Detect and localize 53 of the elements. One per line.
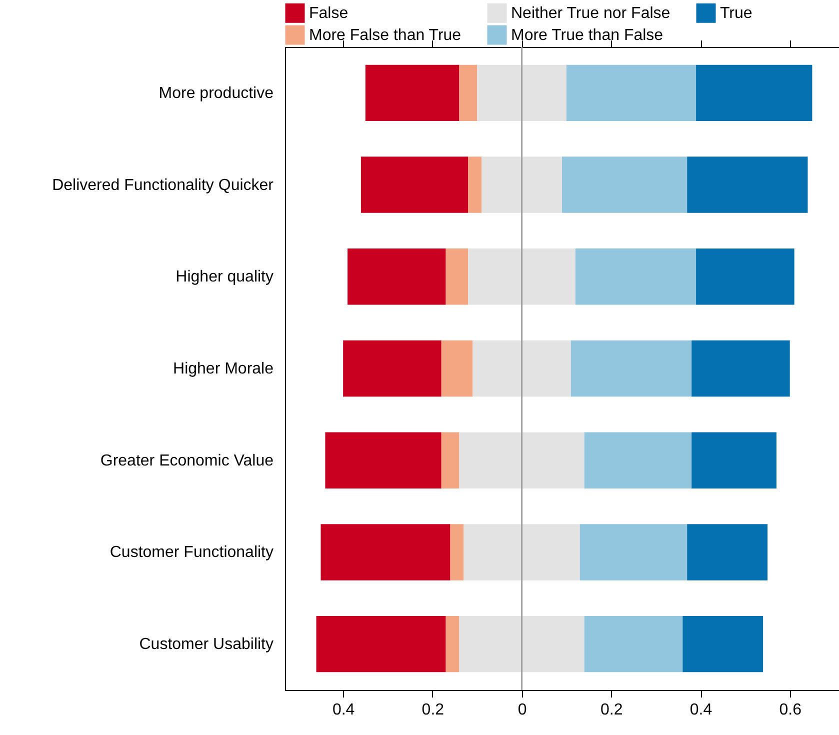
bar xyxy=(446,248,468,305)
bar xyxy=(687,156,808,213)
bar xyxy=(468,156,482,213)
legend-label: More False than True xyxy=(309,27,462,44)
bar xyxy=(682,616,764,672)
bar xyxy=(584,432,692,488)
legend-label: Neither True nor False xyxy=(511,5,670,22)
y-tick-label: Delivered Functionality Quicker xyxy=(52,176,274,194)
bar xyxy=(692,340,790,397)
bar xyxy=(348,248,446,305)
y-tick-label: More productive xyxy=(158,84,274,102)
bar xyxy=(446,616,460,672)
bar xyxy=(580,524,688,580)
y-tick-label: Customer Usability xyxy=(139,636,274,654)
y-tick-label: Customer Functionality xyxy=(110,544,274,562)
bar xyxy=(575,248,696,305)
y-tick-label: Greater Economic Value xyxy=(100,452,274,470)
legend-label: True xyxy=(720,5,752,22)
bar xyxy=(459,64,478,122)
x-tick-label: 0.4 xyxy=(332,702,355,718)
bar xyxy=(320,524,450,580)
bar xyxy=(459,616,584,672)
bar xyxy=(365,64,460,122)
bar xyxy=(477,64,566,122)
bar xyxy=(562,156,688,213)
bar xyxy=(696,64,812,122)
x-tick-label: 0.4 xyxy=(690,702,712,718)
bar xyxy=(343,340,442,397)
bar xyxy=(325,432,442,488)
bar xyxy=(450,524,464,580)
x-tick-label: 0.6 xyxy=(779,702,802,718)
bar xyxy=(316,616,446,672)
bar xyxy=(468,248,576,305)
legend-label: False xyxy=(309,5,348,22)
bar xyxy=(441,340,473,397)
bar xyxy=(692,432,776,488)
bar xyxy=(482,156,562,213)
x-tick-label: 0.2 xyxy=(600,702,623,718)
bar xyxy=(459,432,584,488)
bar xyxy=(696,248,794,305)
y-tick-label: Higher Morale xyxy=(173,360,274,378)
bar xyxy=(584,616,683,672)
bar xyxy=(360,156,468,213)
x-tick-label: 0.2 xyxy=(422,702,444,718)
bar xyxy=(570,340,692,397)
bar xyxy=(687,524,768,580)
y-tick-label: Higher quality xyxy=(176,268,274,286)
bar xyxy=(464,524,580,580)
bar xyxy=(566,64,696,122)
bar xyxy=(441,432,460,488)
legend-label: More True than False xyxy=(511,27,664,44)
x-tick-label: 0 xyxy=(518,702,527,718)
bar xyxy=(472,340,571,397)
